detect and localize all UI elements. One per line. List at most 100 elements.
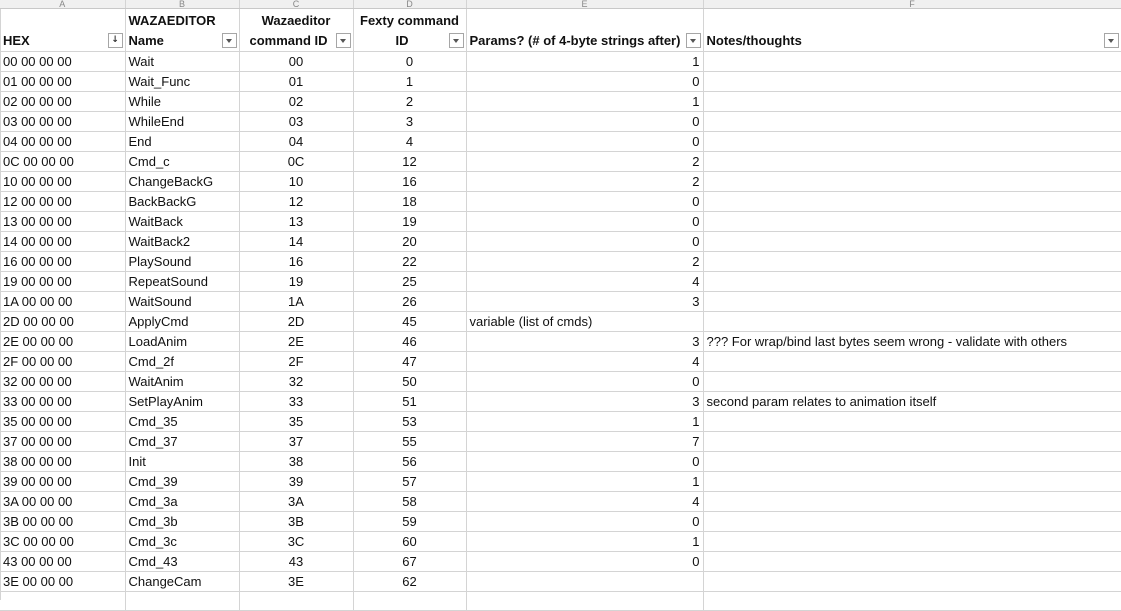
cell-waza-id[interactable]: 02 bbox=[239, 91, 354, 112]
cell-params[interactable]: 3 bbox=[466, 291, 704, 312]
cell-notes[interactable] bbox=[703, 51, 1121, 72]
cell-params[interactable]: 0 bbox=[466, 511, 704, 532]
cell-fexty-id[interactable]: 60 bbox=[353, 531, 467, 552]
cell-hex[interactable]: 03 00 00 00 bbox=[0, 111, 126, 132]
cell-fexty-id[interactable]: 0 bbox=[353, 51, 467, 72]
cell-fexty-id[interactable]: 53 bbox=[353, 411, 467, 432]
column-letter[interactable]: D bbox=[353, 0, 467, 9]
cell-notes[interactable] bbox=[703, 491, 1121, 512]
cell-fexty-id[interactable]: 55 bbox=[353, 431, 467, 452]
cell-waza-id[interactable]: 35 bbox=[239, 411, 354, 432]
cell-waza-id[interactable]: 19 bbox=[239, 271, 354, 292]
cell-hex[interactable]: 01 00 00 00 bbox=[0, 71, 126, 92]
cell-waza-id[interactable]: 03 bbox=[239, 111, 354, 132]
cell-hex[interactable]: 39 00 00 00 bbox=[0, 471, 126, 492]
cell-hex[interactable]: 02 00 00 00 bbox=[0, 91, 126, 112]
waza-id-filter-button[interactable] bbox=[335, 33, 351, 48]
cell-hex[interactable]: 38 00 00 00 bbox=[0, 451, 126, 472]
cell-notes[interactable] bbox=[703, 551, 1121, 572]
empty-cell[interactable] bbox=[239, 591, 354, 611]
params-filter-button[interactable] bbox=[685, 33, 701, 48]
cell-hex[interactable]: 35 00 00 00 bbox=[0, 411, 126, 432]
cell-waza-id[interactable]: 04 bbox=[239, 131, 354, 152]
cell-notes[interactable]: ??? For wrap/bind last bytes seem wrong … bbox=[703, 331, 1121, 352]
column-letter[interactable]: F bbox=[703, 0, 1121, 9]
cell-name[interactable]: WaitAnim bbox=[125, 371, 240, 392]
cell-fexty-id[interactable]: 51 bbox=[353, 391, 467, 412]
cell-name[interactable]: WaitBack2 bbox=[125, 231, 240, 252]
cell-params[interactable]: 0 bbox=[466, 71, 704, 92]
cell-name[interactable]: ChangeBackG bbox=[125, 171, 240, 192]
header-name[interactable]: Name bbox=[125, 31, 240, 52]
cell-fexty-id[interactable]: 46 bbox=[353, 331, 467, 352]
cell-waza-id[interactable]: 3B bbox=[239, 511, 354, 532]
cell-fexty-id[interactable]: 26 bbox=[353, 291, 467, 312]
cell-params[interactable]: 7 bbox=[466, 431, 704, 452]
cell-notes[interactable] bbox=[703, 191, 1121, 212]
cell-params[interactable]: 0 bbox=[466, 371, 704, 392]
column-letter[interactable]: A bbox=[0, 0, 126, 9]
cell-hex[interactable]: 3B 00 00 00 bbox=[0, 511, 126, 532]
cell-fexty-id[interactable]: 2 bbox=[353, 91, 467, 112]
cell-waza-id[interactable]: 33 bbox=[239, 391, 354, 412]
cell-params[interactable]: 2 bbox=[466, 251, 704, 272]
cell-name[interactable]: Cmd_3c bbox=[125, 531, 240, 552]
cell-fexty-id[interactable]: 45 bbox=[353, 311, 467, 332]
cell-hex[interactable]: 12 00 00 00 bbox=[0, 191, 126, 212]
cell-params[interactable]: 0 bbox=[466, 231, 704, 252]
cell-notes[interactable] bbox=[703, 291, 1121, 312]
header-params-line1[interactable] bbox=[466, 8, 704, 31]
cell-hex[interactable]: 0C 00 00 00 bbox=[0, 151, 126, 172]
cell-params[interactable]: 0 bbox=[466, 131, 704, 152]
column-letter[interactable]: B bbox=[125, 0, 240, 9]
cell-hex[interactable]: 10 00 00 00 bbox=[0, 171, 126, 192]
cell-waza-id[interactable]: 3C bbox=[239, 531, 354, 552]
cell-waza-id[interactable]: 43 bbox=[239, 551, 354, 572]
cell-name[interactable]: Wait_Func bbox=[125, 71, 240, 92]
column-letter[interactable]: C bbox=[239, 0, 354, 9]
cell-waza-id[interactable]: 3E bbox=[239, 571, 354, 592]
cell-name[interactable]: WhileEnd bbox=[125, 111, 240, 132]
cell-waza-id[interactable]: 37 bbox=[239, 431, 354, 452]
cell-waza-id[interactable]: 00 bbox=[239, 51, 354, 72]
cell-params[interactable]: 1 bbox=[466, 411, 704, 432]
cell-hex[interactable]: 3E 00 00 00 bbox=[0, 571, 126, 592]
header-name-line1[interactable]: WAZAEDITOR bbox=[125, 8, 240, 31]
cell-hex[interactable]: 13 00 00 00 bbox=[0, 211, 126, 232]
cell-hex[interactable]: 32 00 00 00 bbox=[0, 371, 126, 392]
cell-params[interactable]: 1 bbox=[466, 91, 704, 112]
header-params[interactable]: Params? (# of 4-byte strings after) bbox=[466, 31, 704, 52]
cell-name[interactable]: Cmd_37 bbox=[125, 431, 240, 452]
cell-hex[interactable]: 43 00 00 00 bbox=[0, 551, 126, 572]
cell-name[interactable]: Cmd_43 bbox=[125, 551, 240, 572]
cell-name[interactable]: ChangeCam bbox=[125, 571, 240, 592]
cell-hex[interactable]: 14 00 00 00 bbox=[0, 231, 126, 252]
cell-params[interactable]: 4 bbox=[466, 491, 704, 512]
cell-waza-id[interactable]: 38 bbox=[239, 451, 354, 472]
cell-hex[interactable]: 2E 00 00 00 bbox=[0, 331, 126, 352]
cell-hex[interactable]: 16 00 00 00 bbox=[0, 251, 126, 272]
cell-fexty-id[interactable]: 16 bbox=[353, 171, 467, 192]
cell-name[interactable]: Cmd_3a bbox=[125, 491, 240, 512]
cell-notes[interactable] bbox=[703, 231, 1121, 252]
header-fexty-id[interactable]: ID bbox=[353, 31, 467, 52]
cell-params[interactable]: 4 bbox=[466, 271, 704, 292]
cell-waza-id[interactable]: 2E bbox=[239, 331, 354, 352]
cell-waza-id[interactable]: 0C bbox=[239, 151, 354, 172]
header-hex[interactable]: HEX ↓ bbox=[0, 31, 126, 52]
cell-name[interactable]: While bbox=[125, 91, 240, 112]
header-notes-line1[interactable] bbox=[703, 8, 1121, 31]
column-letter[interactable]: E bbox=[466, 0, 704, 9]
cell-notes[interactable] bbox=[703, 351, 1121, 372]
cell-params[interactable]: 0 bbox=[466, 211, 704, 232]
cell-params[interactable]: 0 bbox=[466, 111, 704, 132]
cell-hex[interactable]: 04 00 00 00 bbox=[0, 131, 126, 152]
header-notes[interactable]: Notes/thoughts bbox=[703, 31, 1121, 52]
cell-notes[interactable] bbox=[703, 411, 1121, 432]
empty-cell[interactable] bbox=[353, 591, 467, 611]
cell-fexty-id[interactable]: 50 bbox=[353, 371, 467, 392]
cell-fexty-id[interactable]: 1 bbox=[353, 71, 467, 92]
cell-name[interactable]: Wait bbox=[125, 51, 240, 72]
cell-notes[interactable] bbox=[703, 511, 1121, 532]
cell-params[interactable]: 1 bbox=[466, 531, 704, 552]
